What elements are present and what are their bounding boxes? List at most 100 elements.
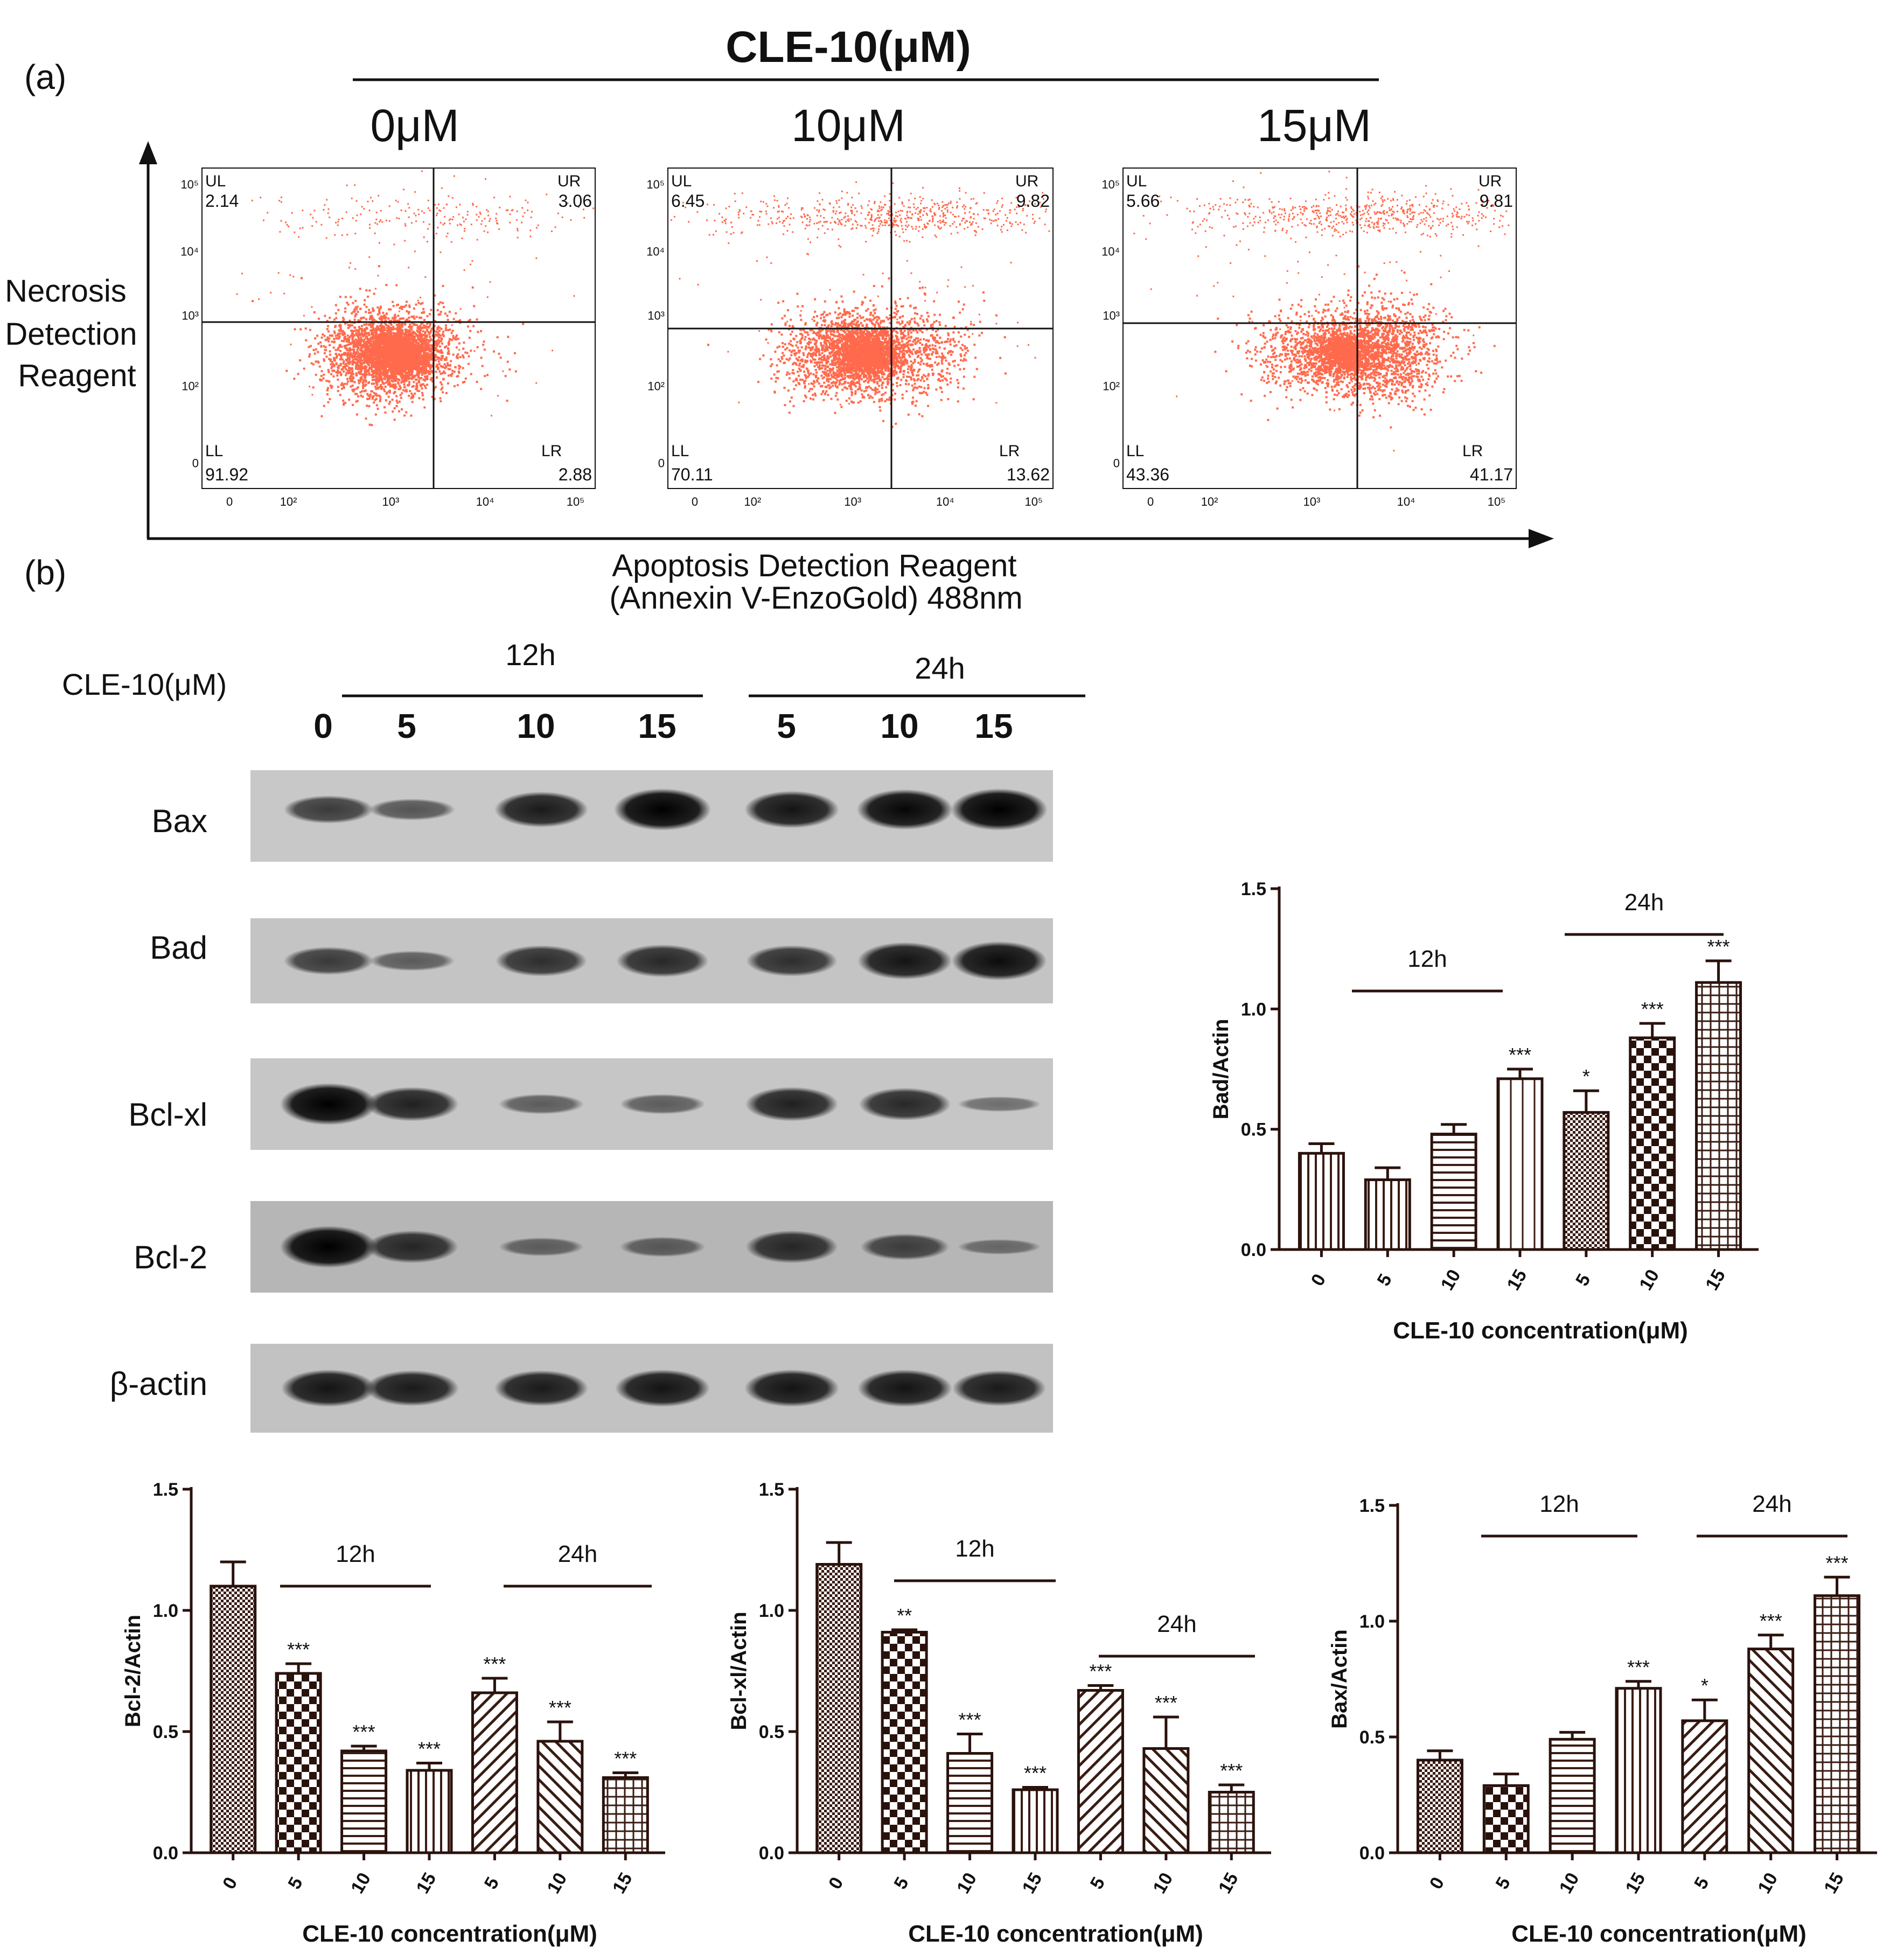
quadrant-ul-value: 2.14: [205, 191, 239, 211]
wb-row: β-actin: [110, 1344, 1053, 1433]
x-tick-label: 5: [1086, 1874, 1109, 1893]
wb-row: Bcl-xl: [128, 1058, 1053, 1150]
flow-concentration-label: 10μM: [791, 100, 905, 151]
flow-y-tick: 10³: [1103, 309, 1120, 323]
bar: [1496, 1077, 1544, 1251]
quadrant-ll-name: LL: [671, 442, 689, 460]
group-label-12h: 12h: [1539, 1491, 1579, 1517]
wb-band: [857, 1369, 952, 1407]
x-tick-label: 15: [609, 1869, 637, 1897]
x-tick-label: 10: [1556, 1869, 1584, 1897]
y-tick-label: 1.0: [1359, 1611, 1385, 1632]
flow-x-tick: 10⁴: [936, 495, 954, 508]
y-tick-label: 1.0: [759, 1601, 784, 1621]
wb-row-label: Bad: [150, 930, 207, 966]
significance-marker: ***: [353, 1721, 375, 1743]
flow-y-tick: 10⁴: [180, 245, 199, 259]
significance-marker: ***: [1220, 1760, 1243, 1782]
significance-marker: ***: [483, 1653, 506, 1675]
bar: [1814, 1594, 1861, 1854]
flow-dots: [671, 181, 1050, 428]
flow-y-tick: 10³: [647, 309, 665, 323]
bar: [946, 1752, 994, 1854]
wb-band: [616, 944, 709, 978]
y-tick-label: 1.0: [153, 1601, 178, 1621]
wb-band: [957, 1239, 1041, 1255]
flow-x-tick: 0: [692, 495, 698, 508]
wb-band: [498, 1094, 584, 1114]
wb-band: [619, 1094, 706, 1114]
wb-band: [744, 1369, 839, 1407]
y-tick-label: 0.5: [1359, 1727, 1385, 1748]
x-tick-label: 15: [1622, 1869, 1650, 1897]
wb-band: [366, 1230, 458, 1264]
bar: [275, 1672, 322, 1854]
x-tick-label: 5: [890, 1874, 912, 1893]
bar: [1208, 1791, 1255, 1854]
quadrant-ur-value: 9.81: [1480, 191, 1513, 211]
bar: [471, 1691, 518, 1854]
quadrant-ll-name: LL: [1126, 442, 1144, 460]
x-tick-label: 5: [1492, 1874, 1515, 1893]
bar: [1364, 1178, 1411, 1251]
significance-marker: ***: [418, 1738, 441, 1760]
quadrant-ul-name: UL: [671, 172, 692, 190]
quadrant-ul-name: UL: [205, 172, 226, 190]
quadrant-ll-value: 91.92: [205, 465, 248, 484]
wb-row: Bad: [150, 918, 1053, 1003]
x-tick-label: 10: [543, 1869, 571, 1897]
wb-band: [615, 1369, 710, 1407]
wb-lane-label: 10: [517, 707, 555, 745]
x-tick-label: 5: [1572, 1271, 1594, 1289]
bar: [340, 1749, 388, 1854]
y-tick-label: 0.0: [153, 1843, 178, 1864]
quadrant-lr-name: LR: [1462, 442, 1483, 460]
significance-marker: **: [897, 1604, 912, 1627]
y-tick-label: 1.5: [1241, 879, 1266, 899]
bar: [602, 1776, 649, 1854]
wb-band: [368, 798, 456, 821]
flow-y-tick: 10⁵: [180, 178, 199, 191]
bar: [1747, 1648, 1795, 1854]
x-axis-label: CLE-10 concentration(μM): [1511, 1921, 1807, 1947]
x-axis-label: CLE-10 concentration(μM): [1393, 1317, 1688, 1344]
bar: [1615, 1687, 1662, 1854]
flow-y-tick: 10²: [182, 380, 199, 393]
y-tick-label: 0.0: [1241, 1240, 1266, 1260]
wb-band: [745, 1087, 839, 1121]
flow-x-label: Apoptosis Detection Reagent (Annexin V-E…: [609, 548, 1025, 616]
significance-marker: ***: [959, 1709, 981, 1731]
bar-chart-0: 0.0 0.5 1.0 1.5 Bad/Actin 0 5 10 *** 15 * 5 *** 10 ***…: [1209, 879, 1759, 1344]
x-tick-label: 0: [825, 1874, 847, 1893]
x-tick-label: 5: [1373, 1271, 1396, 1289]
flow-y-tick: 0: [192, 456, 199, 470]
wb-row: Bax: [152, 770, 1053, 862]
group-label-12h: 12h: [336, 1541, 375, 1567]
x-tick-label: 0: [1426, 1874, 1448, 1893]
flow-axes: [139, 141, 1554, 548]
bar: [815, 1563, 863, 1854]
wb-lane-label: 15: [974, 707, 1013, 745]
wb-band: [499, 1237, 584, 1257]
quadrant-lr-name: LR: [541, 442, 562, 460]
x-tick-label: 10: [347, 1869, 375, 1897]
flow-y-tick: 10²: [1103, 380, 1120, 393]
group-label-24h: 24h: [1624, 889, 1664, 916]
quadrant-ul-value: 5.66: [1126, 191, 1160, 211]
wb-band: [619, 1237, 706, 1257]
x-tick-label: 0: [1307, 1271, 1330, 1289]
significance-marker: ***: [1155, 1692, 1177, 1714]
significance-marker: ***: [1089, 1660, 1112, 1683]
flow-title: CLE-10(μM): [726, 23, 971, 72]
group-label-12h: 12h: [1407, 946, 1447, 972]
quadrant-lr-value: 13.62: [1007, 465, 1050, 484]
quadrant-ur-name: UR: [1015, 172, 1038, 190]
flow-y-label: Necrosis Detection Reagent: [5, 274, 145, 393]
wb-band: [283, 947, 374, 975]
quadrant-ur-name: UR: [557, 172, 581, 190]
bar: [1629, 1036, 1676, 1251]
wb-band: [745, 1230, 838, 1264]
significance-marker: ***: [1707, 936, 1730, 958]
flow-x-tick: 0: [226, 495, 233, 508]
group-label-24h: 24h: [558, 1541, 597, 1567]
